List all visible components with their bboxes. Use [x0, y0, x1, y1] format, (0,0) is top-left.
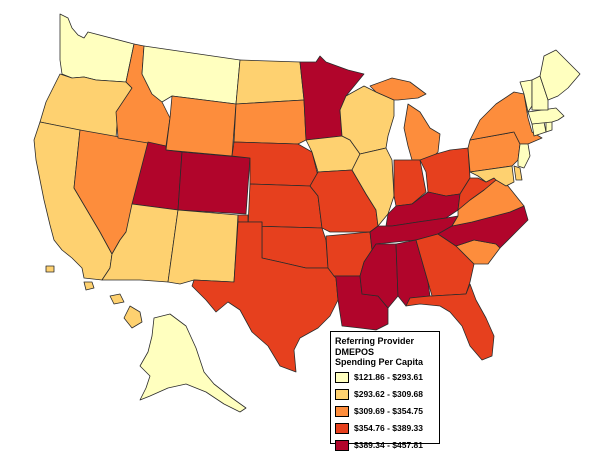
state-wa	[59, 13, 135, 83]
state-me	[539, 49, 581, 101]
legend-swatch	[335, 371, 349, 383]
state-hi-maui	[109, 293, 125, 305]
state-il	[351, 147, 395, 227]
state-ks	[247, 183, 323, 229]
legend-label: $354.76 - $389.33	[354, 423, 424, 433]
legend-title: Referring Provider DMEPOS Spending Per C…	[335, 336, 435, 368]
state-ms	[359, 243, 399, 309]
state-vt	[519, 79, 533, 113]
legend-row: $121.86 - $293.61	[335, 370, 435, 385]
state-nd	[235, 59, 305, 105]
state-wy	[165, 95, 237, 157]
legend-row: $389.34 - $457.81	[335, 438, 435, 453]
state-hi-kauai	[45, 265, 55, 273]
state-md	[469, 165, 515, 187]
state-ak	[139, 313, 247, 413]
state-nm	[167, 209, 239, 285]
state-hi-oahu	[83, 281, 95, 291]
legend-title-line1: Referring Provider DMEPOS	[335, 336, 415, 357]
legend-label: $121.86 - $293.61	[354, 372, 424, 382]
state-mi-lower	[403, 103, 441, 161]
state-nh	[531, 75, 549, 111]
state-nj	[517, 143, 531, 169]
legend-swatch	[335, 439, 349, 451]
state-mi	[369, 77, 427, 101]
state-mt	[141, 45, 241, 105]
state-hi-big-island	[123, 305, 143, 329]
legend-label: $293.62 - $309.68	[354, 389, 424, 399]
state-fl	[405, 283, 495, 361]
map-legend: Referring Provider DMEPOS Spending Per C…	[330, 331, 440, 451]
state-ri	[545, 121, 553, 133]
legend-label: $389.34 - $457.81	[354, 440, 424, 450]
state-mn	[299, 55, 365, 141]
legend-title-line2: Spending Per Capita	[335, 357, 424, 367]
state-wi	[339, 85, 395, 155]
legend-swatch	[335, 422, 349, 434]
legend-row: $293.62 - $309.68	[335, 387, 435, 402]
legend-row: $354.76 - $389.33	[335, 421, 435, 436]
state-tx	[191, 221, 339, 373]
legend-label: $309.69 - $354.75	[354, 406, 424, 416]
state-co	[177, 151, 251, 215]
state-de	[513, 165, 523, 181]
state-sd	[233, 99, 307, 145]
state-ma	[527, 107, 565, 125]
state-ny	[469, 91, 543, 145]
legend-swatch	[335, 405, 349, 417]
legend-swatch	[335, 388, 349, 400]
legend-row: $309.69 - $354.75	[335, 404, 435, 419]
